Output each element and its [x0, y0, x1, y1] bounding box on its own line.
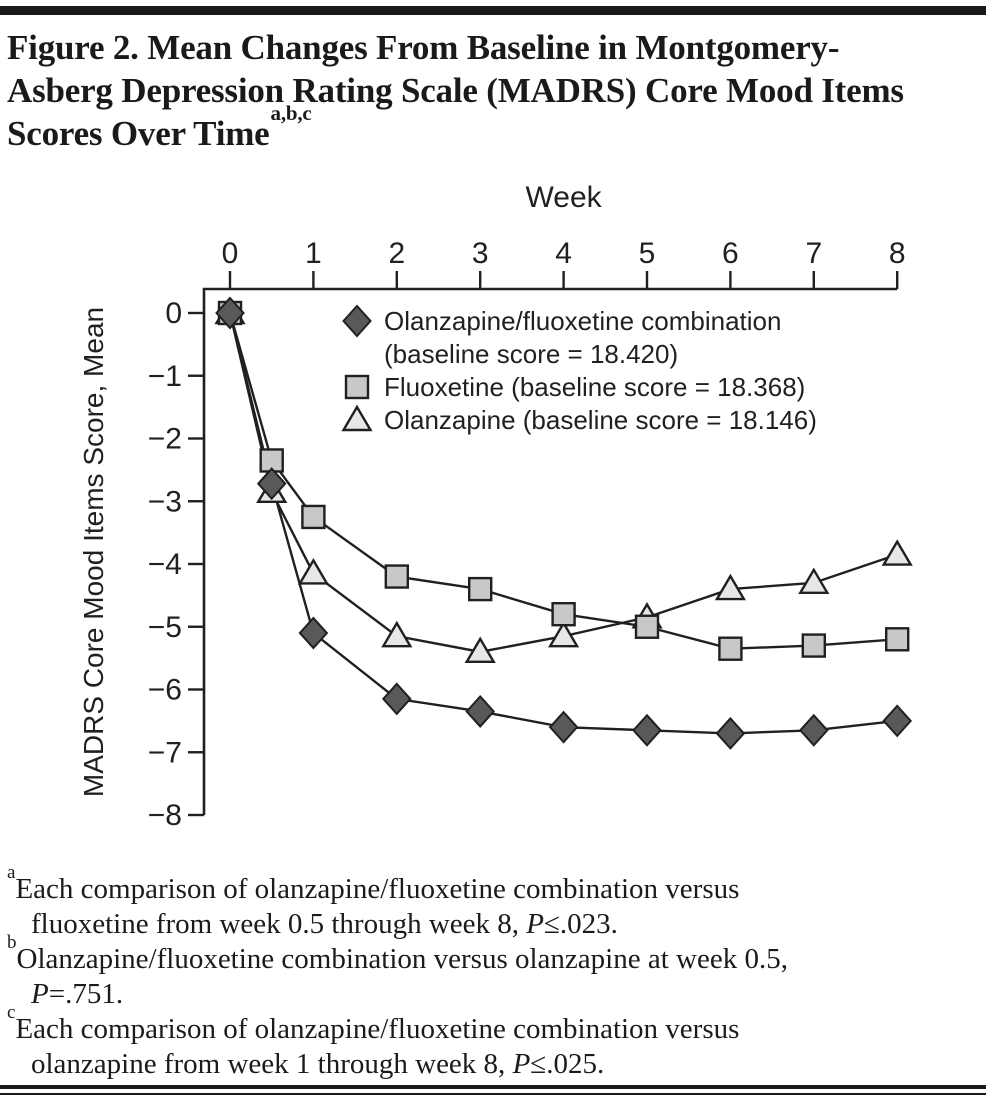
square-marker-icon — [384, 564, 409, 589]
y-tick-label: −5 — [148, 611, 182, 644]
figure-title-line-2: Asberg Depression Rating Scale (MADRS) C… — [7, 71, 904, 110]
footnote-c-line2: olanzapine from week 1 through week 8, — [31, 1048, 513, 1080]
square-marker-icon — [801, 633, 826, 658]
bottom-rule-thin — [0, 1093, 986, 1095]
line-triangle — [228, 312, 898, 654]
square-marker-icon — [551, 602, 576, 627]
footnote-c-line1: Each comparison of olanzapine/fluoxetine… — [15, 1013, 740, 1045]
triangle-marker-icon — [381, 620, 413, 648]
triangle-marker-icon — [798, 567, 830, 595]
x-tick-label: 1 — [305, 237, 322, 270]
diamond-marker-icon — [381, 682, 412, 716]
square-marker-icon — [885, 627, 910, 652]
footnote-c-p: P — [512, 1048, 531, 1080]
x-tick-label: 3 — [472, 237, 489, 270]
y-axis-left: 0 −1 −2 −3 −4 −5 −6 −7 −8 MADRS Core Mood Items S… — [78, 297, 204, 832]
square-marker-icon — [301, 504, 326, 530]
footnote-b-line1: Olanzapine/fluoxetine combination versus… — [16, 943, 788, 975]
footnote-c-stat: ≤.025. — [530, 1048, 605, 1080]
diamond-marker-icon — [215, 296, 245, 330]
series-lines — [228, 312, 898, 735]
figure-title-line-3: Scores Over Time — [7, 114, 270, 153]
diamond-marker-icon — [715, 716, 746, 750]
square-marker-icon — [718, 636, 743, 661]
diamond-marker-icon — [342, 304, 372, 338]
x-tick-label: 7 — [805, 237, 822, 270]
x-tick-label: 6 — [722, 237, 739, 270]
legend: Olanzapine/fluoxetine combination(baseli… — [341, 304, 817, 435]
y-tick-label: 0 — [165, 297, 182, 330]
diamond-marker-icon — [632, 713, 662, 747]
footnote-a-p: P — [526, 908, 544, 940]
x-tick-label: 0 — [222, 237, 239, 270]
line-diamond — [228, 312, 898, 735]
y-tick-label: −1 — [148, 360, 182, 393]
x-tick-label: 5 — [639, 237, 656, 270]
footnote-b: bOlanzapine/fluoxetine combination versu… — [7, 933, 973, 1012]
top-rule-divider — [0, 6, 986, 15]
x-axis-title: Week — [526, 181, 603, 214]
x-tick-label: 4 — [555, 237, 572, 270]
x-tick-label: 8 — [889, 237, 906, 270]
square-marker-icon — [634, 614, 660, 639]
y-tick-label: −2 — [148, 423, 182, 456]
footnote-a: aEach comparison of olanzapine/fluoxetin… — [7, 863, 973, 942]
footnote-a-line1: Each comparison of olanzapine/fluoxetine… — [15, 873, 740, 905]
diamond-marker-icon — [798, 713, 829, 747]
footnote-b-marker: b — [7, 932, 17, 954]
triangle-marker-icon — [714, 573, 746, 601]
figure-title-superscript: a,b,c — [270, 101, 312, 126]
x-tick-label: 2 — [388, 237, 405, 270]
diamond-marker-icon — [548, 710, 579, 744]
y-tick-label: −8 — [148, 799, 182, 832]
square-marker-icon — [468, 576, 493, 602]
footnotes-block: aEach comparison of olanzapine/fluoxetin… — [7, 863, 973, 1082]
y-axis-title: MADRS Core Mood Items Score, Mean — [78, 307, 109, 797]
legend-label: Olanzapine/fluoxetine combination — [384, 306, 781, 336]
square-marker-icon — [344, 374, 370, 400]
footnote-b-stat: =.751. — [48, 978, 124, 1010]
y-tick-label: −7 — [148, 736, 182, 769]
triangle-marker-icon — [464, 636, 496, 664]
footnote-a-stat: ≤.023. — [544, 908, 618, 940]
y-tick-label: −6 — [148, 674, 182, 707]
figure-title-line-1: Figure 2. Mean Changes From Baseline in … — [7, 28, 840, 67]
axes — [202, 287, 898, 815]
bottom-rule-thick — [0, 1085, 986, 1089]
footnote-c-marker: c — [7, 1002, 16, 1024]
triangle-marker-icon — [548, 620, 580, 648]
legend-label: (baseline score = 18.420) — [384, 339, 678, 369]
line-square — [228, 312, 898, 650]
footnote-b-p: P — [31, 978, 49, 1010]
triangle-marker-icon — [341, 404, 373, 432]
diamond-marker-icon — [256, 467, 287, 501]
triangle-marker-icon — [297, 558, 329, 585]
x-axis-top: 0 1 2 3 4 5 6 7 8 Week — [222, 181, 906, 289]
footnote-a-marker: a — [7, 862, 16, 884]
diamond-marker-icon — [465, 694, 496, 728]
figure-title: Figure 2. Mean Changes From Baseline in … — [7, 26, 973, 155]
triangle-marker-icon — [881, 539, 913, 566]
legend-label: Fluoxetine (baseline score = 18.368) — [384, 372, 805, 402]
legend-label: Olanzapine (baseline score = 18.146) — [384, 405, 817, 435]
series-markers-diamond — [215, 296, 913, 750]
diamond-marker-icon — [298, 616, 329, 650]
y-tick-label: −3 — [148, 485, 182, 518]
diamond-marker-icon — [882, 704, 913, 738]
axis-lines — [202, 287, 898, 815]
footnote-c: cEach comparison of olanzapine/fluoxetin… — [7, 1003, 973, 1082]
footnote-a-line2: fluoxetine from week 0.5 through week 8, — [31, 908, 527, 940]
y-tick-label: −4 — [148, 548, 182, 581]
